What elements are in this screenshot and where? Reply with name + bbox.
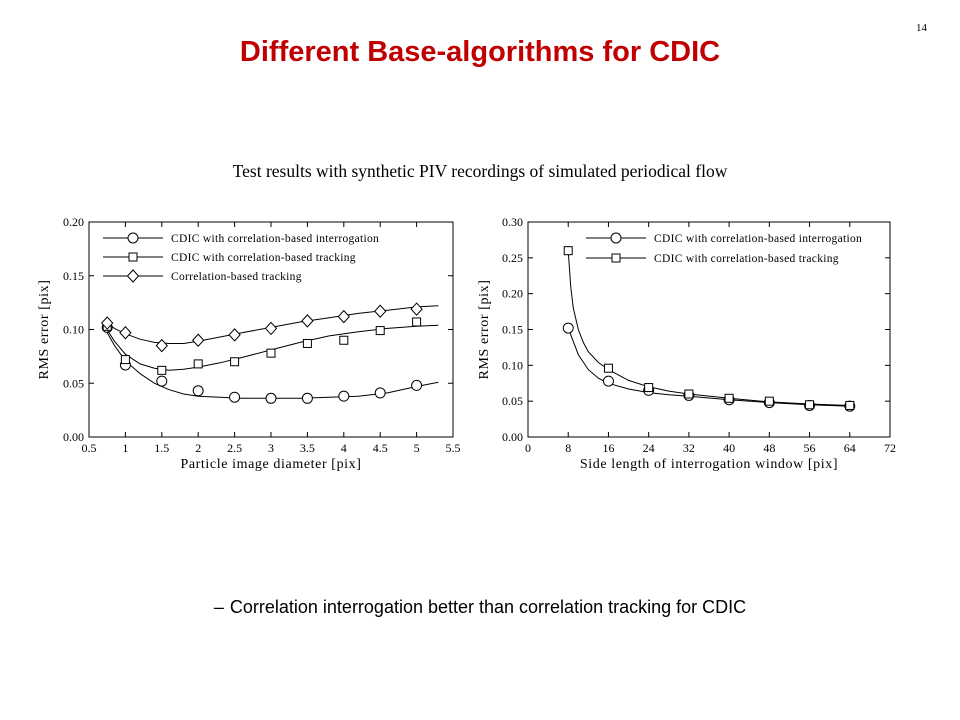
x-tick-label: 3.5: [300, 441, 315, 455]
x-tick-label: 16: [602, 441, 614, 455]
y-tick-label: 0.05: [63, 376, 84, 390]
y-tick-label: 0.00: [63, 430, 84, 444]
series-1-point: [230, 357, 240, 367]
legend-marker-0: [127, 232, 139, 244]
x-tick-label: 72: [884, 441, 896, 455]
legend-label-0: CDIC with correlation-based interrogatio…: [171, 233, 379, 245]
series-0-point: [301, 392, 313, 404]
series-0-point: [265, 392, 277, 404]
x-tick-label: 3: [268, 441, 274, 455]
legend-marker-1: [128, 252, 138, 262]
series-1-point: [845, 400, 855, 410]
series-1-point: [120, 355, 130, 365]
legend-label-1: CDIC with correlation-based tracking: [171, 252, 356, 264]
x-tick-label: 1.5: [154, 441, 169, 455]
y-tick-label: 0.30: [502, 215, 523, 229]
series-2-point: [337, 309, 350, 324]
series-1-point: [375, 326, 385, 336]
x-tick-label: 1: [122, 441, 128, 455]
y-tick-label: 0.10: [502, 358, 523, 372]
series-2-point: [228, 328, 241, 342]
slide-subtitle: Test results with synthetic PIV recordin…: [232, 161, 728, 181]
series-2-point: [192, 333, 205, 347]
series-2-point: [410, 302, 423, 316]
series-1-fit-line: [567, 250, 850, 406]
y-tick-label: 0.20: [502, 287, 523, 301]
series-0-fit-line: [103, 326, 439, 399]
x-tick-label: 5.5: [446, 441, 461, 455]
x-tick-label: 2: [195, 441, 201, 455]
legend-label-2: Correlation-based tracking: [171, 271, 302, 283]
series-2-point: [264, 321, 278, 336]
x-tick-label: 24: [643, 441, 655, 455]
series-1-fit-line: [103, 323, 439, 371]
legend-label-1: CDIC with correlation-based tracking: [654, 253, 839, 265]
series-0-point: [229, 391, 241, 403]
chart-window-size: 0 8 16 24 32 40 48 56 64 72 0.00 0.05 0.10 0.15 0.20 0.…: [477, 215, 896, 472]
y-tick-label: 0.15: [63, 269, 84, 283]
x-tick-label: 40: [723, 441, 735, 455]
x-tick-label: 4.5: [373, 441, 388, 455]
legend-marker-2: [126, 269, 140, 283]
series-2-point: [301, 314, 314, 328]
series-1-point: [724, 393, 734, 403]
chart-particle-diameter: 0.5 1 1.5 2 2.5 3 3.5 4 4.5 5 5.5 0.00 0.05 0.10 0.15 0…: [37, 215, 461, 472]
y-tick-label: 0.20: [63, 215, 84, 229]
series-2-point: [119, 325, 132, 340]
bullet-text: Correlation interrogation better than co…: [229, 597, 747, 617]
x-tick-label: 4: [341, 441, 347, 455]
series-0-point: [192, 385, 204, 397]
bullet-point: – Correlation interrogation better than c…: [0, 597, 960, 618]
series-0-point: [338, 390, 350, 402]
x-axis-label: Side length of interrogation window [pix…: [580, 457, 838, 472]
x-tick-label: 8: [565, 441, 571, 455]
series-1-point: [302, 338, 312, 348]
series-1-point: [193, 359, 203, 369]
legend-marker-0: [610, 232, 622, 244]
series-1-point: [339, 335, 349, 345]
page-number: 14: [916, 22, 927, 34]
series-0-point: [562, 322, 574, 334]
legend-label-0: CDIC with correlation-based interrogatio…: [654, 233, 862, 245]
slide-title: Different Base-algorithms for CDIC: [239, 36, 721, 68]
y-axis-label: RMS error [pix]: [37, 280, 52, 380]
series-1-point: [157, 365, 167, 375]
series-1-point: [644, 383, 654, 393]
x-tick-label: 0.5: [82, 441, 97, 455]
series-2-fit-line: [103, 305, 439, 344]
series-1-point: [764, 396, 774, 406]
y-tick-label: 0.25: [502, 251, 523, 265]
series-1-point: [684, 389, 694, 399]
series-0-point: [374, 387, 386, 399]
x-tick-label: 48: [763, 441, 775, 455]
x-tick-label: 32: [683, 441, 695, 455]
series-2-point: [155, 338, 168, 353]
legend-marker-1: [611, 253, 621, 263]
x-tick-label: 56: [804, 441, 816, 455]
y-tick-label: 0.15: [502, 323, 523, 337]
series-1-point: [563, 246, 573, 256]
x-tick-label: 2.5: [227, 441, 242, 455]
series-1-point: [603, 363, 613, 373]
series-0-point: [411, 379, 423, 391]
x-tick-label: 5: [414, 441, 420, 455]
y-axis-label: RMS error [pix]: [477, 280, 492, 380]
series-1-point: [266, 348, 276, 358]
x-tick-label: 64: [844, 441, 856, 455]
series-0-point: [602, 375, 614, 387]
y-tick-label: 0.05: [502, 394, 523, 408]
x-axis-label: Particle image diameter [pix]: [180, 457, 361, 472]
x-tick-label: 0: [525, 441, 531, 455]
series-1-point: [412, 317, 422, 327]
series-2-point: [101, 316, 114, 330]
series-1-point: [805, 400, 815, 410]
series-0-point: [156, 375, 168, 387]
bullet-dash: –: [213, 597, 224, 617]
series-2-point: [374, 304, 387, 318]
y-tick-label: 0.00: [502, 430, 523, 444]
y-tick-label: 0.10: [63, 323, 84, 337]
